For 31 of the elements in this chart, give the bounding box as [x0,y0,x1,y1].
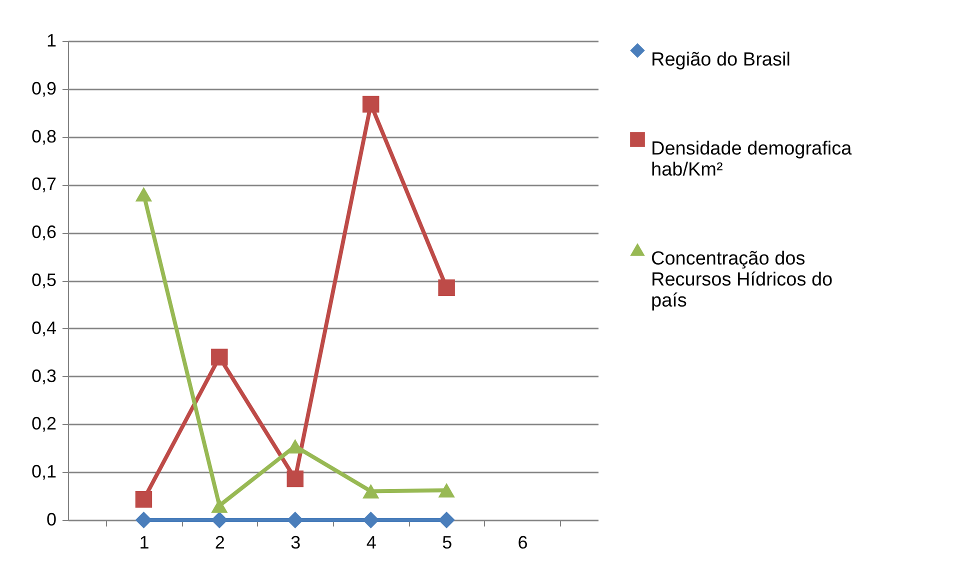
x-tick-label: 6 [518,532,528,552]
legend-label: Região do Brasil [651,50,790,70]
point [211,348,228,366]
y-tick-label: 0,7 [31,174,56,194]
x-tick-label: 1 [139,532,150,552]
y-tick-label: 0,5 [31,270,56,290]
point [438,279,455,296]
x-tick-label: 3 [290,532,301,552]
point [135,187,152,202]
x-tick-label: 2 [214,532,225,552]
y-tick-label: 0,9 [31,78,56,98]
point [211,498,228,513]
y-tick-label: 0,8 [31,126,56,146]
x-tick-label: 5 [442,532,452,552]
point [362,96,380,113]
legend-label: Densidade demografica hab/Km² [651,138,852,180]
y-tick-label: 0,4 [31,318,56,338]
point [286,470,304,488]
point [135,491,152,508]
point [438,483,455,498]
y-tick-label: 0,3 [31,366,56,386]
x-tick-label: 4 [366,532,376,552]
y-tick-label: 0 [46,510,56,530]
y-tick-label: 0,6 [31,222,56,242]
legend-label: Concentração dos Recursos Hídricos do país [651,248,833,312]
point [211,512,228,528]
y-tick-label: 0,2 [31,414,56,434]
point [438,512,455,528]
point [362,484,380,499]
y-tick-label: 0,1 [31,462,56,482]
y-tick-label: 1 [46,30,56,50]
